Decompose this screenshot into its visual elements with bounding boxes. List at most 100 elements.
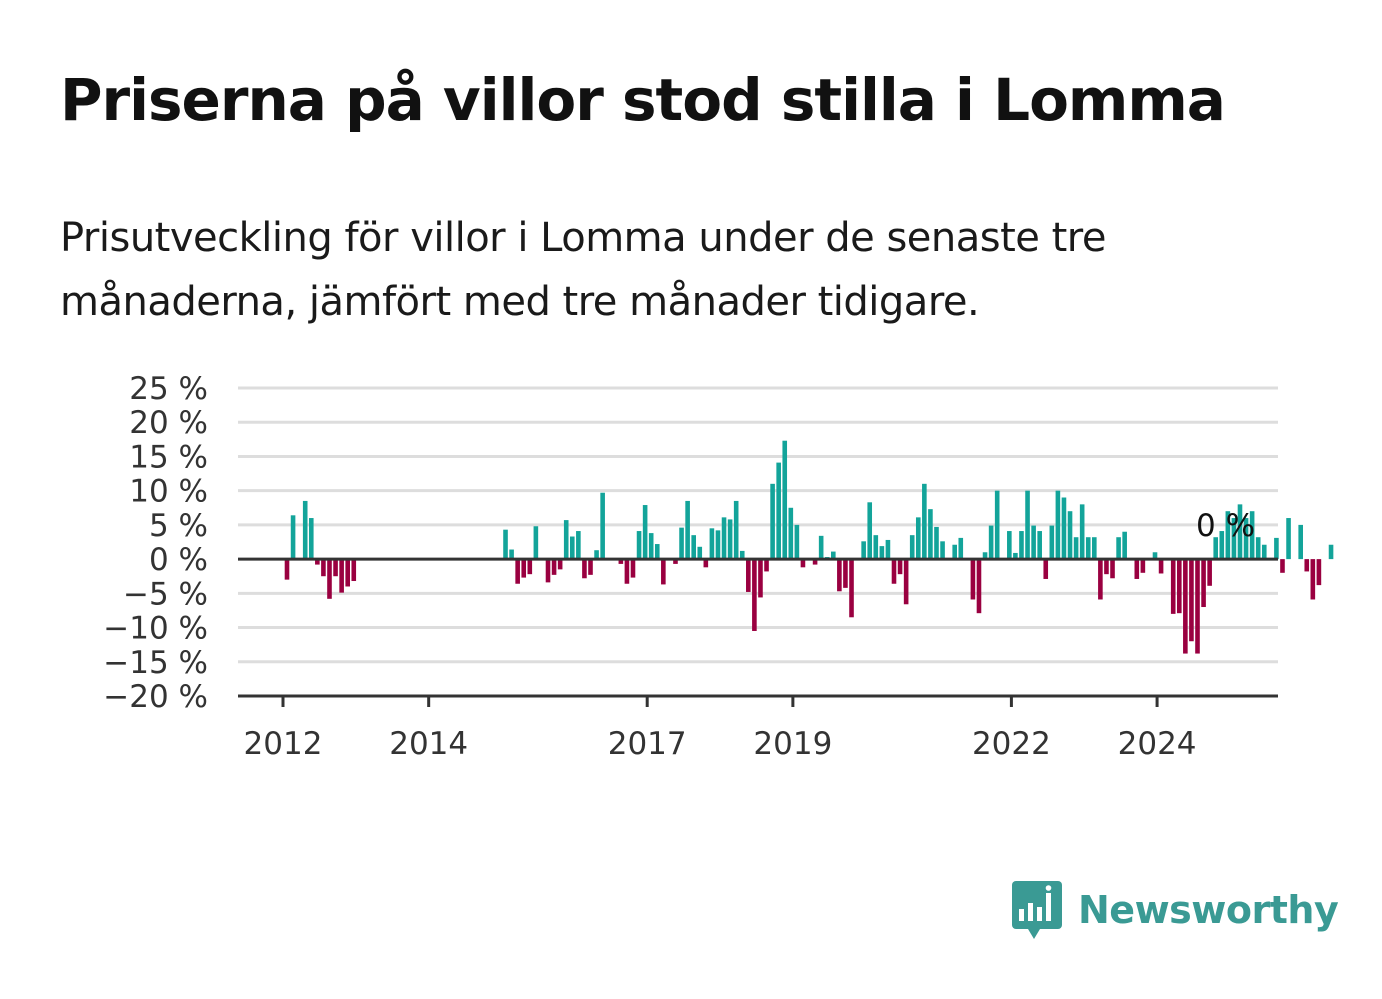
bar xyxy=(1013,552,1018,560)
chart-title: Priserna på villor stod stilla i Lomma xyxy=(60,66,1226,134)
bar xyxy=(940,541,945,560)
newsworthy-logo: Newsworthy xyxy=(1010,878,1339,942)
bar xyxy=(715,530,721,560)
bar xyxy=(315,559,320,565)
bar xyxy=(624,559,630,584)
bar xyxy=(1073,537,1079,560)
y-tick-label: −10 % xyxy=(103,611,208,647)
bar xyxy=(1207,559,1212,586)
y-tick-label: 20 % xyxy=(129,405,208,441)
gridlines xyxy=(238,386,1278,664)
bar xyxy=(982,552,988,560)
bar xyxy=(958,537,964,560)
y-tick-label: −20 % xyxy=(103,679,208,715)
bar xyxy=(1243,518,1249,560)
bar xyxy=(576,531,581,560)
bar xyxy=(746,559,751,592)
brand-name: Newsworthy xyxy=(1078,888,1339,932)
bar xyxy=(648,533,654,560)
bar xyxy=(1061,497,1067,560)
bar xyxy=(1079,504,1085,560)
bar xyxy=(727,519,733,560)
bar xyxy=(642,505,648,560)
bar xyxy=(563,520,569,560)
y-tick-label: 15 % xyxy=(129,439,208,475)
bar xyxy=(679,527,684,560)
bar xyxy=(594,550,599,560)
bar xyxy=(831,551,836,560)
bar xyxy=(1298,524,1303,560)
bar xyxy=(1170,559,1176,614)
bar xyxy=(654,544,660,560)
bar xyxy=(1231,518,1237,560)
bar xyxy=(1328,544,1334,560)
bar xyxy=(928,509,933,560)
bar xyxy=(691,535,696,560)
bar xyxy=(1274,537,1279,560)
bar xyxy=(861,541,866,560)
bar xyxy=(1110,559,1115,579)
bar xyxy=(1049,525,1055,560)
bar xyxy=(1158,559,1164,574)
y-tick-label: 25 % xyxy=(129,371,208,407)
bar xyxy=(1237,504,1243,560)
bar xyxy=(1031,525,1036,560)
bar xyxy=(867,502,873,560)
bar xyxy=(1255,537,1261,560)
bars xyxy=(284,440,1334,654)
bar xyxy=(1025,490,1030,560)
bar xyxy=(1189,559,1194,642)
bar xyxy=(764,559,769,572)
bar xyxy=(290,515,296,560)
bar xyxy=(1213,537,1219,560)
bar xyxy=(1140,559,1146,573)
newsworthy-icon xyxy=(1012,881,1062,939)
bar xyxy=(1037,531,1042,560)
bar xyxy=(327,559,332,599)
bar xyxy=(321,559,326,577)
bar xyxy=(521,559,527,578)
bar xyxy=(1043,559,1049,579)
bar xyxy=(788,507,794,560)
bar xyxy=(976,559,982,614)
bar xyxy=(1116,537,1121,560)
bar xyxy=(588,559,593,575)
bar xyxy=(509,549,514,560)
bar xyxy=(515,559,520,584)
tick-labels: 25 %20 %15 %10 %5 %0 %−5 %−10 %−15 %−20 … xyxy=(103,371,1255,762)
y-tick-label: 5 % xyxy=(149,508,208,544)
bar xyxy=(782,440,788,560)
bar xyxy=(1019,531,1024,560)
y-tick-label: −5 % xyxy=(123,576,208,612)
bar xyxy=(1310,559,1316,600)
bar xyxy=(903,559,909,605)
bar xyxy=(776,462,781,560)
x-tick-label: 2019 xyxy=(753,726,832,762)
bar xyxy=(1122,531,1127,560)
bar xyxy=(879,546,885,560)
bar xyxy=(284,559,290,580)
bar xyxy=(600,492,605,560)
bar xyxy=(302,500,308,560)
bar xyxy=(1201,559,1206,608)
bar xyxy=(891,559,897,584)
bar xyxy=(909,535,915,560)
bar xyxy=(636,531,642,560)
bar xyxy=(630,559,636,578)
bar xyxy=(703,559,709,568)
bar xyxy=(527,559,533,575)
bar xyxy=(843,559,848,588)
bar xyxy=(351,559,357,582)
bar xyxy=(1104,559,1109,575)
bar xyxy=(837,559,842,592)
bar xyxy=(582,559,587,579)
bar xyxy=(709,528,715,560)
bar xyxy=(503,529,508,560)
chart-subtitle: Prisutveckling för villor i Lomma under … xyxy=(60,215,1106,325)
bar xyxy=(1092,537,1097,560)
bar xyxy=(308,518,314,560)
bar xyxy=(934,526,939,560)
bar xyxy=(618,559,624,564)
bar xyxy=(758,559,763,598)
bar xyxy=(339,559,344,593)
